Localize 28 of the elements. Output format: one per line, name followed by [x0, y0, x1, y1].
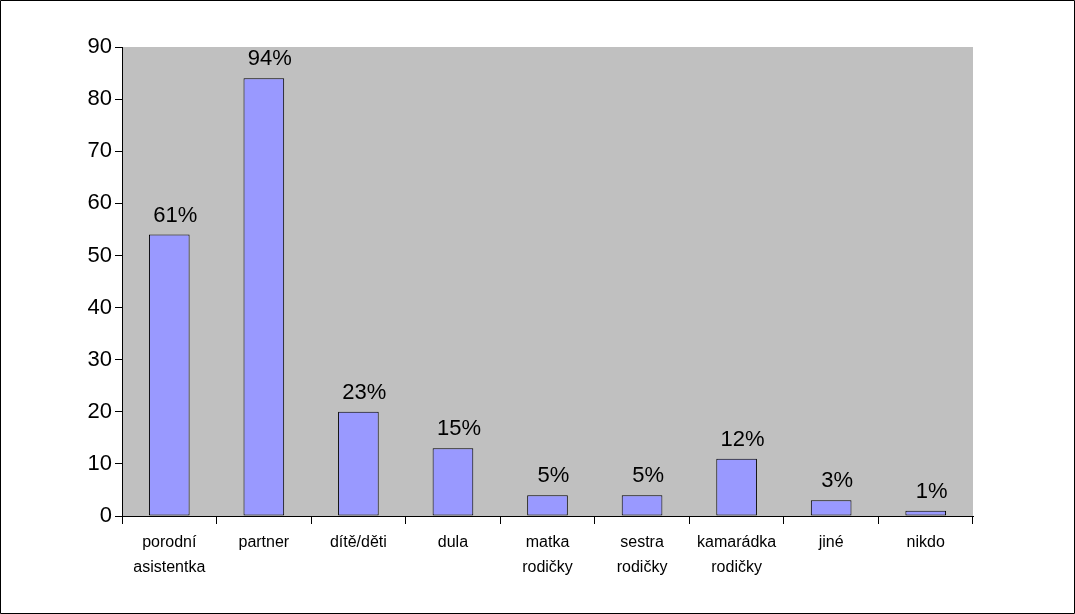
y-tick-label: 0 [99, 502, 112, 528]
x-tick-label: matka rodičky [522, 532, 573, 575]
x-tick-label: kamarádka rodičky [697, 532, 777, 575]
y-tick-label: 20 [87, 397, 112, 423]
annotation: 61% [153, 201, 198, 227]
annotation: 5% [537, 462, 570, 488]
x-tick-label: dítě/děti [329, 532, 387, 550]
x-tick-label: jiné [817, 532, 844, 550]
x-tick-label: porodní asistentka [133, 532, 206, 575]
annotation: 15% [436, 415, 481, 441]
y-tick-label: 10 [87, 449, 112, 475]
x-tick-label: partner [238, 532, 290, 550]
x-tick-label: nikdo [906, 532, 945, 550]
annotation: 5% [632, 462, 664, 488]
annotation: 1% [915, 477, 948, 503]
y-tick-label: 70 [87, 137, 112, 163]
y-tick-label: 30 [87, 345, 112, 371]
y-tick-label: 90 [87, 33, 112, 59]
annotation: 94% [247, 45, 292, 71]
annotation: 12% [720, 425, 765, 451]
y-tick-label: 60 [87, 189, 112, 215]
annotation: 23% [342, 378, 387, 404]
annotation: 3% [821, 467, 854, 493]
x-tick-label: dula [437, 532, 469, 550]
y-tick-label: 40 [87, 293, 112, 319]
y-tick-label: 80 [87, 85, 112, 111]
x-tick-label: sestra rodičky [616, 532, 668, 575]
y-tick-label: 50 [87, 241, 112, 267]
